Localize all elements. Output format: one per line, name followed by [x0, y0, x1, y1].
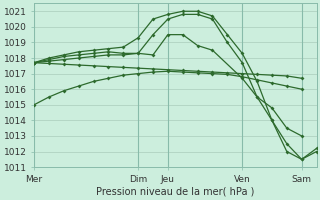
- X-axis label: Pression niveau de la mer( hPa ): Pression niveau de la mer( hPa ): [96, 187, 254, 197]
